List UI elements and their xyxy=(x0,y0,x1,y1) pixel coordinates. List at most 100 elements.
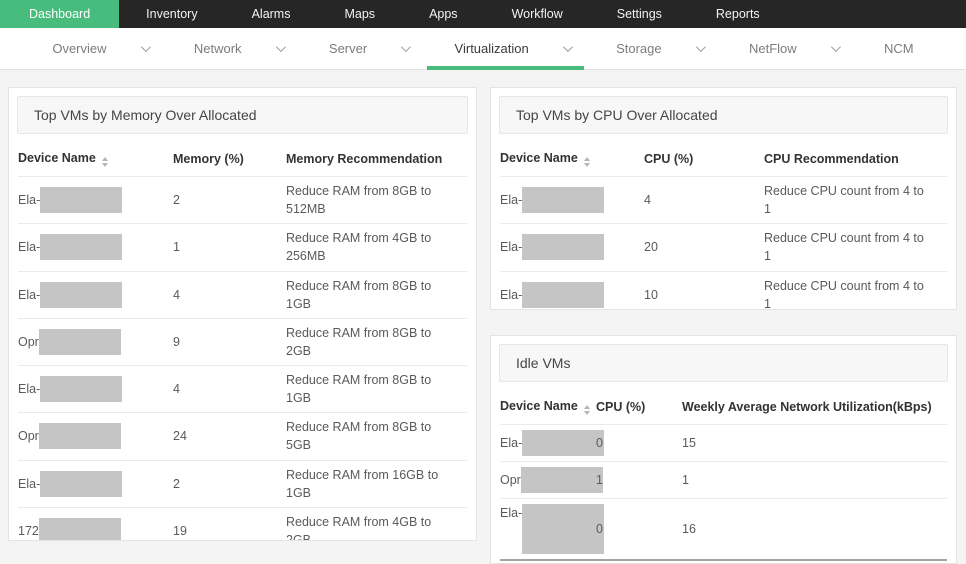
device-name-cell: Opr xyxy=(18,423,169,450)
table-row: Ela- 0 15 xyxy=(500,424,947,462)
table-row: Ela- 0 16 xyxy=(500,498,947,561)
cpu-percent-value: 20 xyxy=(644,223,764,271)
device-name-prefix: Ela- xyxy=(18,382,41,397)
panel-title: Top VMs by CPU Over Allocated xyxy=(499,96,948,134)
cpu-percent-value: 0 xyxy=(596,424,682,462)
top-nav-item[interactable]: Maps xyxy=(317,0,402,28)
chevron-down-icon[interactable] xyxy=(695,42,706,53)
cpu-recommendation-text: Reduce CPU count from 4 to 1 xyxy=(764,184,924,217)
device-name-prefix: Ela- xyxy=(500,193,523,208)
sub-nav-item[interactable]: Virtualization xyxy=(426,28,584,70)
memory-recommendation-text: Reduce RAM from 8GB to 1GB xyxy=(286,373,432,406)
dashboard-sub-nav: Overview Network Server Virtualization S… xyxy=(0,28,966,70)
cpu-percent-value: 1 xyxy=(596,461,682,499)
top-nav-item[interactable]: Reports xyxy=(689,0,787,28)
cpu-percent-value: 4 xyxy=(644,175,764,224)
redacted-device-name xyxy=(38,423,121,450)
column-header-device-name[interactable]: Device Name xyxy=(500,142,644,177)
device-name-prefix: Ela- xyxy=(18,287,41,302)
chevron-down-icon[interactable] xyxy=(401,42,412,53)
column-header-device-name[interactable]: Device Name xyxy=(18,142,173,177)
sub-nav-item[interactable]: Overview xyxy=(52,28,151,69)
sub-nav-item[interactable]: Server xyxy=(328,28,412,69)
device-name-cell: Ela- xyxy=(18,187,169,214)
panel-title-text: Top VMs by Memory Over Allocated xyxy=(34,107,257,123)
chevron-down-icon[interactable] xyxy=(830,42,841,53)
device-name-cell: Ela- xyxy=(500,281,640,308)
panel-title-text: Top VMs by CPU Over Allocated xyxy=(516,107,718,123)
device-name-cell: Ela- xyxy=(500,430,605,456)
idle-vms-table: Device Name CPU (%) Weekly Average Netwo… xyxy=(500,390,947,561)
sort-icon[interactable] xyxy=(583,405,590,415)
sub-nav-item-label: NCM xyxy=(884,41,914,56)
top-nav-item[interactable]: Apps xyxy=(402,0,485,28)
device-name-prefix: Ela- xyxy=(500,287,523,302)
memory-percent-value: 9 xyxy=(173,317,286,366)
memory-recommendation-text: Reduce RAM from 8GB to 2GB xyxy=(286,325,432,358)
redacted-device-name xyxy=(40,470,123,497)
sort-icon[interactable] xyxy=(583,157,590,167)
top-nav-item-label: Settings xyxy=(616,7,662,21)
weekly-utilization-value: 1 xyxy=(682,461,947,499)
device-name-cell: Ela- xyxy=(500,187,640,214)
panel-cpu-over-allocated: Top VMs by CPU Over Allocated Device Nam… xyxy=(490,87,957,310)
sort-icon[interactable] xyxy=(101,157,108,167)
table-row: Ela- 2 Reduce RAM from 8GB to 512MB xyxy=(18,175,467,224)
device-name-prefix: Opr xyxy=(18,429,39,444)
top-nav-item[interactable]: Alarms xyxy=(225,0,318,28)
redacted-device-name xyxy=(40,234,123,261)
column-header-device-name[interactable]: Device Name xyxy=(500,390,596,425)
sub-nav-item[interactable]: NCM xyxy=(884,28,914,69)
device-name-prefix: Ela- xyxy=(18,193,41,208)
table-row: Ela- 4 Reduce RAM from 8GB to 1GB xyxy=(18,270,467,319)
redacted-device-name xyxy=(40,376,123,403)
top-nav-item[interactable]: Workflow xyxy=(485,0,590,28)
device-name-cell: Opr xyxy=(18,328,169,355)
device-name-prefix: Ela- xyxy=(18,240,41,255)
top-nav-item[interactable]: Dashboard xyxy=(0,0,120,28)
device-name-prefix: Ela- xyxy=(500,240,523,255)
top-nav-item-label: Dashboard xyxy=(29,7,91,21)
redacted-device-name xyxy=(38,328,121,355)
table-row: Ela- 1 Reduce RAM from 4GB to 256MB xyxy=(18,223,467,271)
sub-nav-item-label: Storage xyxy=(616,41,662,56)
device-name-cell: 172 xyxy=(18,517,169,540)
device-name-prefix: Opr xyxy=(18,334,39,349)
sub-nav-item[interactable]: Storage xyxy=(616,28,706,69)
cpu-percent-value: 10 xyxy=(644,270,764,309)
device-name-cell: Ela- xyxy=(500,234,640,261)
redacted-device-name xyxy=(40,187,123,214)
memory-recommendation-text: Reduce RAM from 4GB to 256MB xyxy=(286,231,432,264)
sub-nav-item-label: Server xyxy=(328,41,368,56)
panel-title: Idle VMs xyxy=(499,344,948,382)
column-header-memory-percent: Memory (%) xyxy=(173,142,286,177)
memory-recommendation-text: Reduce RAM from 8GB to 5GB xyxy=(286,420,432,453)
top-nav-item[interactable]: Settings xyxy=(590,0,689,28)
top-nav-item[interactable]: Inventory xyxy=(119,0,224,28)
cpu-percent-value: 0 xyxy=(596,498,682,561)
device-name-prefix: Ela- xyxy=(500,435,523,450)
column-header-cpu-percent: CPU (%) xyxy=(596,390,682,425)
panel-idle-vms: Idle VMs Device Name CPU (%) Weekly Aver… xyxy=(490,335,957,564)
top-nav: Dashboard Inventory Alarms Maps Apps Wor… xyxy=(0,0,966,28)
cpu-recommendation-text: Reduce CPU count from 4 to 1 xyxy=(764,278,924,310)
memory-percent-value: 19 xyxy=(173,506,286,540)
sub-nav-item[interactable]: Network xyxy=(194,28,286,69)
memory-percent-value: 2 xyxy=(173,459,286,508)
top-nav-item-label: Apps xyxy=(429,7,458,21)
memory-percent-value: 24 xyxy=(173,412,286,460)
device-name-prefix: Opr xyxy=(500,472,521,487)
memory-recommendation-text: Reduce RAM from 8GB to 512MB xyxy=(286,184,432,217)
chevron-down-icon[interactable] xyxy=(140,42,151,53)
device-name-prefix: Ela- xyxy=(500,506,523,520)
chevron-down-icon[interactable] xyxy=(275,42,286,53)
column-header-weekly-utilization: Weekly Average Network Utilization(kBps) xyxy=(682,390,947,425)
chevron-down-icon[interactable] xyxy=(562,42,573,53)
device-name-cell: Ela- xyxy=(500,504,605,554)
table-row: 172 19 Reduce RAM from 4GB to 2GB xyxy=(18,506,467,540)
sub-nav-item[interactable]: NetFlow xyxy=(749,28,841,69)
device-name-cell: Ela- xyxy=(18,234,169,261)
table-row: Opr 24 Reduce RAM from 8GB to 5GB xyxy=(18,412,467,460)
redacted-device-name xyxy=(520,467,603,493)
device-name-prefix: 172 xyxy=(18,523,39,538)
